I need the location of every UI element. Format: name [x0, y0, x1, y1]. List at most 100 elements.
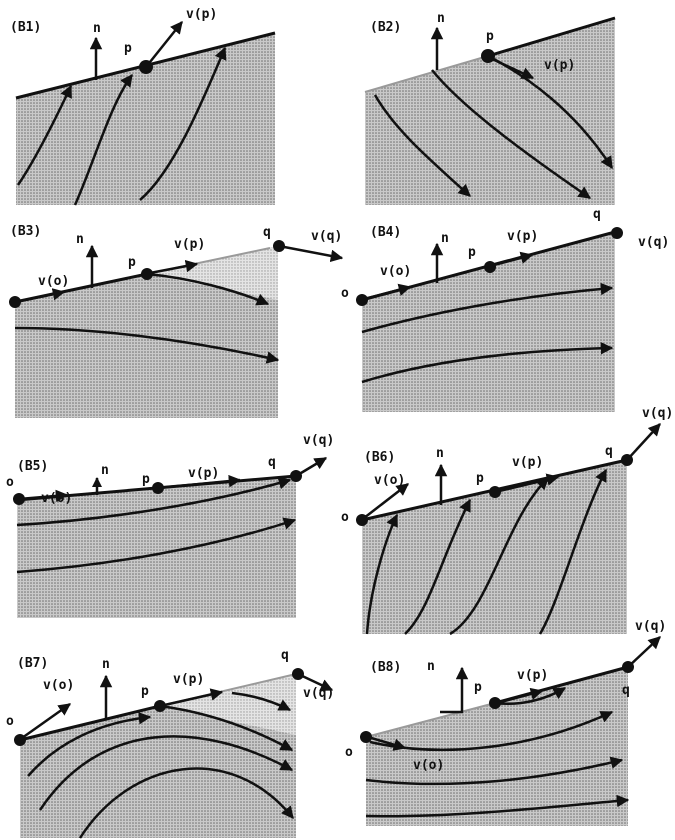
panel-b4: (B4) n o v(o) p v(p) q v(q)	[341, 207, 669, 412]
trajectory	[361, 282, 614, 334]
label-p: p	[142, 472, 150, 487]
light-shading	[147, 246, 278, 300]
point-o	[356, 514, 368, 526]
label-v-p: v(p)	[512, 455, 543, 470]
panel-label: (B7)	[17, 656, 48, 671]
region-shading	[365, 18, 615, 205]
point-q	[273, 240, 285, 252]
label-n: n	[427, 659, 435, 674]
trajectory	[361, 342, 614, 384]
label-n: n	[436, 446, 444, 461]
label-v-p: v(p)	[186, 7, 217, 22]
vector-v-p	[496, 687, 544, 705]
point-p	[141, 268, 153, 280]
point-o	[13, 493, 25, 505]
point-q	[292, 668, 304, 680]
point-p	[154, 700, 166, 712]
label-v-o: v(o)	[43, 678, 74, 693]
vector-v-o	[363, 483, 409, 519]
boundary-line-faint	[365, 702, 496, 738]
label-p: p	[474, 680, 482, 695]
label-v-p: v(p)	[517, 668, 548, 683]
label-q: q	[281, 648, 289, 663]
vector-v-o	[363, 283, 412, 301]
panel-label: (B3)	[10, 224, 41, 239]
point-p	[489, 486, 501, 498]
normal-vector-n	[440, 666, 469, 714]
label-p: p	[468, 245, 476, 260]
label-q: q	[622, 683, 630, 698]
point-p	[481, 49, 495, 63]
point-q	[611, 227, 623, 239]
trajectory	[231, 691, 292, 712]
trajectory	[139, 46, 227, 201]
label-o: o	[345, 745, 353, 760]
vector-v-p	[145, 21, 183, 68]
label-n: n	[437, 11, 445, 26]
label-q: q	[263, 225, 271, 240]
trajectory	[14, 326, 280, 364]
label-o: o	[6, 714, 14, 729]
trajectory	[27, 712, 152, 777]
label-v-o: v(o)	[41, 491, 72, 506]
label-v-p: v(p)	[174, 237, 205, 252]
label-p: p	[486, 29, 494, 44]
trajectory	[494, 686, 567, 705]
label-v-q: v(q)	[635, 619, 666, 634]
boundary-line-faint	[364, 55, 489, 93]
vector-v-q	[297, 672, 334, 692]
panel-label: (B6)	[364, 450, 395, 465]
label-o: o	[341, 286, 349, 301]
label-v-o: v(o)	[374, 473, 405, 488]
label-n: n	[93, 21, 101, 36]
vector-v-p	[159, 688, 224, 708]
vector-v-o	[14, 288, 66, 304]
point-p	[139, 60, 153, 74]
panel-b2: (B2) n p v(p)	[364, 11, 616, 205]
point-p	[484, 261, 496, 273]
label-v-p: v(p)	[544, 58, 575, 73]
panel-label: (B5)	[17, 459, 48, 474]
vector-v-p	[149, 259, 199, 275]
panel-label: (B1)	[10, 20, 41, 35]
trajectory	[373, 94, 471, 197]
label-v-p: v(p)	[507, 229, 538, 244]
vector-v-p	[489, 56, 535, 80]
vector-v-q	[278, 244, 344, 263]
vector-v-p	[494, 473, 560, 494]
trajectory	[365, 756, 624, 786]
trajectory	[365, 794, 630, 818]
label-o: o	[341, 510, 349, 525]
vector-v-p	[489, 251, 534, 268]
label-v-p: v(p)	[188, 466, 219, 481]
point-o	[356, 294, 368, 306]
point-o	[360, 731, 372, 743]
label-n: n	[441, 231, 449, 246]
panel-b7: (B7) n o v(o) p v(p) q v(q)	[6, 648, 334, 839]
label-p: p	[128, 255, 136, 270]
label-q: q	[605, 444, 613, 459]
light-shading	[160, 674, 296, 735]
trajectory	[365, 513, 399, 635]
point-q	[290, 470, 302, 482]
label-q: q	[593, 207, 601, 222]
vector-v-o	[18, 489, 69, 503]
vector-v-o	[21, 702, 72, 740]
trajectory	[404, 498, 472, 635]
panel-b1: (B1) n p v(p)	[10, 7, 276, 206]
point-q	[622, 661, 634, 673]
label-o: o	[6, 475, 14, 490]
panel-b3: (B3) n v(o) p v(p) q v(q)	[9, 224, 344, 418]
boundary-line	[19, 704, 161, 742]
label-v-q: v(q)	[303, 433, 334, 448]
trajectory	[16, 84, 73, 186]
point-o	[14, 734, 26, 746]
label-p: p	[476, 471, 484, 486]
trajectory	[449, 477, 549, 636]
trajectory	[38, 735, 294, 811]
panel-b6: (B6) n o v(o) p v(p) q v(q)	[341, 406, 673, 636]
label-v-q: v(q)	[642, 406, 673, 421]
label-v-q: v(q)	[638, 235, 669, 250]
point-p	[152, 482, 164, 494]
